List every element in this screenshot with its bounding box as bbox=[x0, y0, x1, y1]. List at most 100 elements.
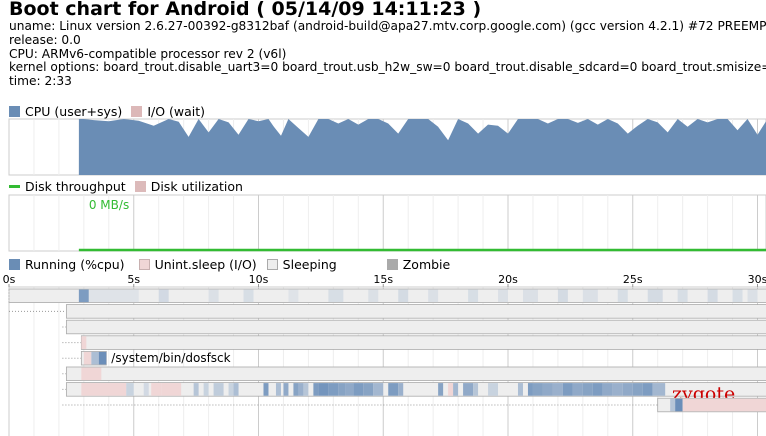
running-segment bbox=[632, 383, 643, 396]
running-segment bbox=[428, 289, 439, 303]
running-segment bbox=[542, 383, 553, 396]
unint-sleep-segment bbox=[161, 383, 182, 396]
running-segment bbox=[233, 383, 239, 396]
process-bar bbox=[80, 335, 766, 350]
running-segment bbox=[522, 289, 538, 303]
legend-running: Running (%cpu) bbox=[9, 257, 125, 272]
legend-disk-util: Disk utilization bbox=[134, 179, 243, 194]
legend-throughput-label: Disk throughput bbox=[25, 179, 126, 194]
running-segment bbox=[228, 383, 234, 396]
time-line: time: 2:33 bbox=[9, 74, 72, 89]
running-segment bbox=[313, 383, 319, 396]
running-segment bbox=[453, 383, 459, 396]
running-segment bbox=[328, 289, 344, 303]
running-segment bbox=[213, 383, 224, 396]
legend-io: I/O (wait) bbox=[131, 104, 205, 119]
running-segment bbox=[318, 383, 329, 396]
legend-cpu: CPU (user+sys) bbox=[9, 104, 122, 119]
zombie-swatch bbox=[386, 259, 398, 270]
running-segment bbox=[675, 398, 683, 412]
running-segment bbox=[126, 383, 134, 396]
unint-sleep-segment bbox=[682, 398, 766, 412]
running-segment bbox=[345, 383, 354, 396]
process-legend: Running (%cpu) Unint.sleep (I/O) Sleepin… bbox=[9, 257, 459, 272]
running-segment bbox=[88, 289, 139, 303]
process-bar bbox=[65, 366, 766, 382]
legend-sleeping-label: Sleeping bbox=[282, 257, 337, 272]
unint-sleep-segment bbox=[81, 367, 102, 381]
running-segment bbox=[368, 289, 379, 303]
running-segment bbox=[203, 383, 209, 396]
legend-sleeping: Sleeping bbox=[266, 257, 337, 272]
running-segment bbox=[275, 383, 281, 396]
process-chart: 0s 5s 10s 15s 20s 25s 30s/system/bin/dosfsckzy… bbox=[3, 273, 766, 436]
running-segment bbox=[498, 289, 508, 303]
running-segment bbox=[398, 383, 404, 396]
running-segment bbox=[373, 383, 384, 396]
running-segment bbox=[582, 289, 598, 303]
running-segment bbox=[143, 383, 149, 396]
legend-io-label: I/O (wait) bbox=[147, 104, 206, 119]
running-segment bbox=[622, 383, 633, 396]
running-swatch bbox=[9, 259, 20, 270]
cpu-series-area bbox=[78, 119, 766, 175]
x-tick-label: 0s bbox=[3, 273, 16, 286]
legend-disk-util-label: Disk utilization bbox=[150, 179, 243, 194]
x-tick-label: 10s bbox=[249, 273, 269, 286]
running-segment bbox=[527, 383, 533, 396]
running-segment bbox=[670, 398, 676, 412]
running-segment bbox=[193, 383, 199, 396]
running-segment bbox=[158, 289, 169, 303]
legend-unint-label: Unint.sleep (I/O) bbox=[154, 257, 257, 272]
running-segment bbox=[91, 351, 99, 365]
unint-sleep-segment bbox=[81, 383, 127, 396]
running-segment bbox=[732, 289, 743, 303]
cpu-swatch bbox=[9, 106, 20, 117]
running-segment bbox=[438, 383, 444, 396]
running-segment bbox=[298, 383, 304, 396]
release-line: release: 0.0 bbox=[9, 32, 81, 47]
x-tick-label: 30s bbox=[748, 273, 766, 286]
running-segment bbox=[642, 383, 653, 396]
legend-zombie-label: Zombie bbox=[402, 257, 451, 272]
legend-unint: Unint.sleep (I/O) bbox=[138, 257, 257, 272]
running-segment bbox=[363, 383, 374, 396]
running-segment bbox=[243, 289, 254, 303]
running-segment bbox=[552, 383, 563, 396]
running-segment bbox=[677, 289, 688, 303]
x-tick-label: 15s bbox=[373, 273, 393, 286]
running-segment bbox=[652, 383, 666, 396]
sleeping-swatch bbox=[266, 259, 278, 270]
running-segment bbox=[98, 351, 107, 365]
running-segment bbox=[592, 383, 603, 396]
running-segment bbox=[398, 289, 409, 303]
disk-throughput-label: 0 MB/s bbox=[89, 198, 129, 212]
disk-util-swatch bbox=[134, 181, 146, 192]
running-segment bbox=[488, 383, 499, 396]
running-segment bbox=[612, 383, 623, 396]
process-bar bbox=[65, 304, 766, 319]
uname-line: uname: Linux version 2.6.27-00392-g8312b… bbox=[9, 19, 766, 33]
unint-sleep-segment bbox=[81, 336, 87, 349]
process-bar bbox=[8, 288, 766, 304]
legend-running-label: Running (%cpu) bbox=[25, 257, 125, 272]
running-segment bbox=[557, 289, 568, 303]
running-segment bbox=[263, 383, 269, 396]
running-segment bbox=[283, 383, 289, 396]
unint-sleep-segment bbox=[83, 351, 92, 365]
cpu-line: CPU: ARMv6-compatible processor rev 2 (v… bbox=[9, 46, 287, 61]
running-segment bbox=[647, 289, 663, 303]
running-segment bbox=[617, 289, 628, 303]
running-segment bbox=[463, 383, 474, 396]
running-segment bbox=[602, 383, 613, 396]
cpu-chart bbox=[8, 118, 766, 176]
unint-sleep-segment bbox=[448, 383, 454, 396]
running-segment bbox=[532, 383, 543, 396]
legend-cpu-label: CPU (user+sys) bbox=[25, 104, 123, 119]
process-bar bbox=[65, 319, 766, 335]
system-info: uname: Linux version 2.6.27-00392-g8312b… bbox=[9, 19, 766, 89]
running-segment bbox=[78, 289, 89, 303]
running-segment bbox=[473, 383, 479, 396]
running-segment bbox=[328, 383, 339, 396]
io-swatch bbox=[131, 106, 143, 117]
